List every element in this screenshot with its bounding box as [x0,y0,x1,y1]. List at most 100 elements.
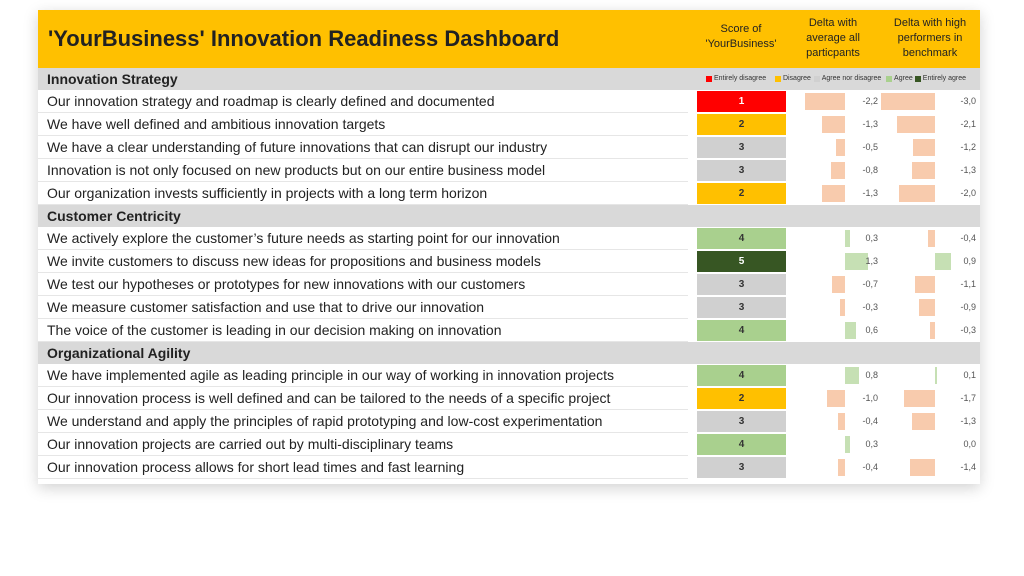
score-cell: 4 [697,228,786,249]
row-divider [38,432,688,433]
row-divider [38,341,688,342]
score-cell: 3 [697,297,786,318]
delta-bar [845,253,869,270]
delta-label: -0,3 [862,302,878,312]
delta-bar [837,459,845,476]
row-divider [38,295,688,296]
header: 'YourBusiness' Innovation Readiness Dash… [38,10,980,68]
delta-label: -0,7 [862,279,878,289]
row-divider [38,181,688,182]
score-cell: 1 [697,91,786,112]
delta-label: -0,3 [960,325,976,335]
delta-bar [827,390,845,407]
score-cell: 2 [697,114,786,135]
statement: We have a clear understanding of future … [47,139,548,155]
delta-bar [911,162,935,179]
delta-label: 0,8 [865,370,878,380]
delta-label: -1,7 [960,393,976,403]
score-cell: 3 [697,457,786,478]
statement: We have implemented agile as leading pri… [47,367,615,383]
delta-label: -0,4 [960,233,976,243]
row-divider [38,272,688,273]
delta-bar [929,322,935,339]
delta-bar [839,299,845,316]
row-divider [38,112,688,113]
row-divider [38,249,688,250]
statement: Our innovation strategy and roadmap is c… [47,93,495,109]
dashboard: 'YourBusiness' Innovation Readiness Dash… [38,10,980,484]
delta-label: -2,0 [960,188,976,198]
score-cell: 3 [697,160,786,181]
delta-bar [832,276,845,293]
legend-swatch [914,76,921,82]
delta-label: -0,4 [862,416,878,426]
section-header: Innovation Strategy Entirely disagree Disa… [38,68,980,90]
legend-label: Agree nor disagree [821,75,882,82]
delta-bar [913,139,935,156]
score-cell: 3 [697,411,786,432]
section-title: Customer Centricity [47,208,181,224]
delta-label: -3,0 [960,96,976,106]
delta-label: 0,3 [865,439,878,449]
delta-bar [897,116,935,133]
delta-label: -1,3 [862,119,878,129]
score-cell: 4 [697,434,786,455]
delta-bar [845,367,860,384]
legend-swatch [813,76,820,82]
score-cell: 3 [697,137,786,158]
delta-label: -1,4 [960,462,976,472]
delta-bar [927,230,935,247]
statement: We actively explore the customer’s futur… [47,230,560,246]
delta-bar [911,413,935,430]
delta-label: 1,3 [865,256,878,266]
legend-label: Disagree [782,75,811,82]
delta-bar [845,436,851,453]
score-cell: 5 [697,251,786,272]
score-cell: 2 [697,388,786,409]
delta-bar [805,93,845,110]
statement: We invite customers to discuss new ideas… [47,253,541,269]
section-header: Organizational Agility [38,342,980,364]
statement: Innovation is not only focused on new pr… [47,162,546,178]
delta-bar [918,299,935,316]
delta-bar [845,230,851,247]
delta-label: -1,0 [862,393,878,403]
row-divider [38,478,688,479]
legend-swatch [706,76,712,82]
score-cell: 4 [697,320,786,341]
delta-label: -1,3 [862,188,878,198]
statement: Our innovation projects are carried out … [47,436,454,452]
delta-label: -2,2 [862,96,878,106]
delta-label: -1,2 [960,142,976,152]
delta-bar [909,459,935,476]
delta-bar [821,116,845,133]
delta-label: -0,4 [862,462,878,472]
statement: We measure customer satisfaction and use… [47,299,485,315]
section-title: Innovation Strategy [47,71,178,87]
row-divider [38,135,688,136]
score-cell: 3 [697,274,786,295]
delta-label: 0,0 [963,439,976,449]
title: 'YourBusiness' Innovation Readiness Dash… [48,26,560,51]
delta-bar [899,185,935,202]
row-divider [38,318,688,319]
legend-swatch [886,76,893,82]
statement: Our organization invests sufficiently in… [47,185,488,201]
delta-label: 0,3 [865,233,878,243]
row-divider [38,455,688,456]
delta-label: -0,5 [862,142,878,152]
column-header: Score of 'YourBusiness' [705,23,777,50]
delta-label: 0,6 [865,325,878,335]
row-divider [38,158,688,159]
row-divider [38,386,688,387]
delta-label: -1,3 [960,165,976,175]
statement: The voice of the customer is leading in … [47,322,502,338]
section-title: Organizational Agility [47,345,191,361]
delta-bar [881,93,935,110]
legend-label: Entirely agree [922,75,966,82]
delta-bar [845,322,856,339]
row-divider [38,204,688,205]
column-header: Delta with high performers in benchmark [893,17,967,59]
row-divider [38,409,688,410]
